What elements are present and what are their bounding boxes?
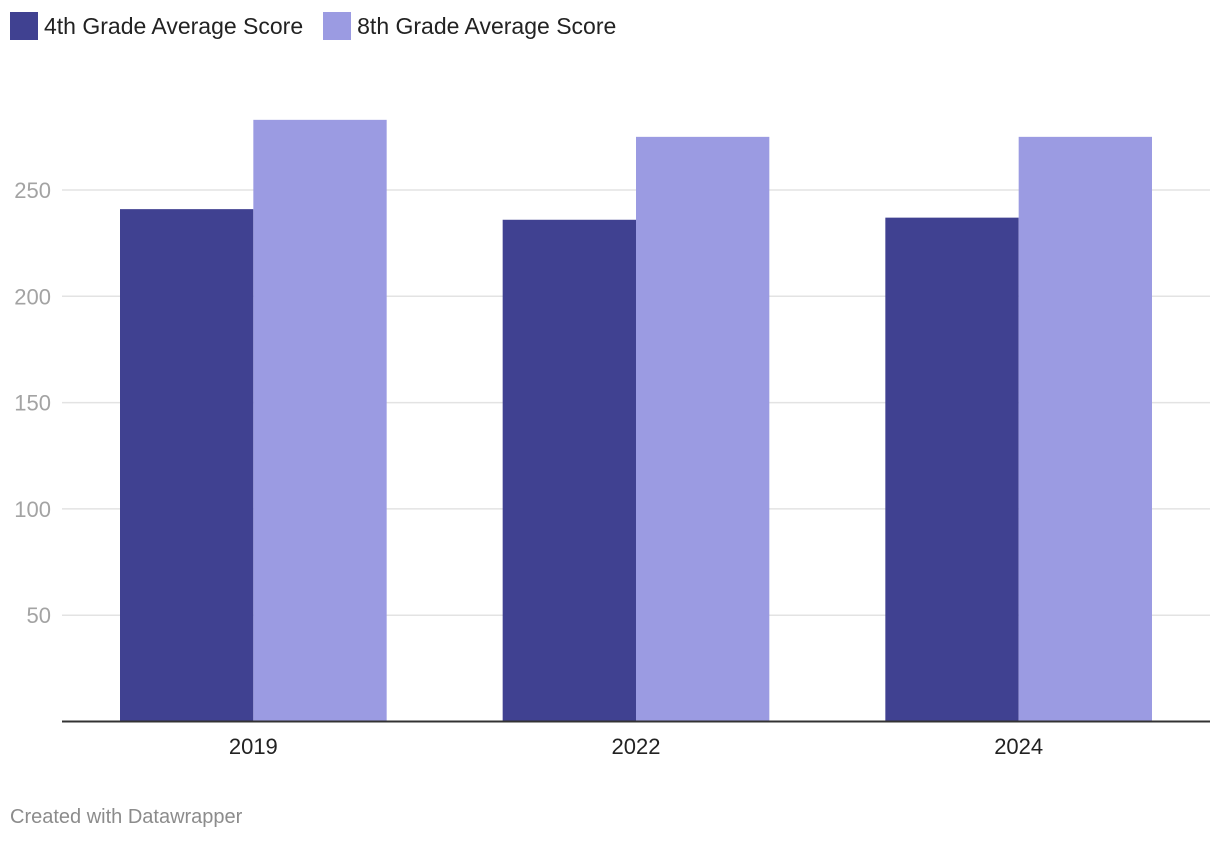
legend-item-8th-grade: 8th Grade Average Score xyxy=(323,12,616,40)
y-tick-label-150: 150 xyxy=(14,391,51,416)
bar-2022-series-2 xyxy=(636,136,770,722)
x-tick-label-2024: 2024 xyxy=(994,734,1043,759)
legend-item-4th-grade: 4th Grade Average Score xyxy=(10,12,303,40)
y-tick-label-50: 50 xyxy=(27,603,51,628)
bar-2024-series-1 xyxy=(885,217,1019,722)
x-axis-labels: 2019 2022 2024 xyxy=(229,734,1043,759)
y-axis-ticks: 50 100 150 200 250 xyxy=(14,178,51,628)
bar-2019-series-1 xyxy=(120,209,254,722)
bar-2022-series-1 xyxy=(502,219,636,722)
credit-text: Created with Datawrapper xyxy=(10,806,243,828)
legend-swatch-4th-grade xyxy=(10,12,38,40)
bar-chart: 50 100 150 200 250 2019 2022 2024 xyxy=(14,119,1210,759)
bar-2019-series-2 xyxy=(253,119,387,722)
bars xyxy=(120,119,1152,722)
legend-label-8th-grade: 8th Grade Average Score xyxy=(357,13,617,39)
y-tick-label-250: 250 xyxy=(14,178,51,203)
x-tick-label-2022: 2022 xyxy=(612,734,661,759)
y-tick-label-200: 200 xyxy=(14,284,51,309)
legend-label-4th-grade: 4th Grade Average Score xyxy=(44,13,304,39)
legend-swatch-8th-grade xyxy=(323,12,352,40)
y-tick-label-100: 100 xyxy=(14,497,51,522)
legend: 4th Grade Average Score 8th Grade Averag… xyxy=(10,12,616,40)
bar-2024-series-2 xyxy=(1018,136,1152,722)
x-tick-label-2019: 2019 xyxy=(229,734,278,759)
